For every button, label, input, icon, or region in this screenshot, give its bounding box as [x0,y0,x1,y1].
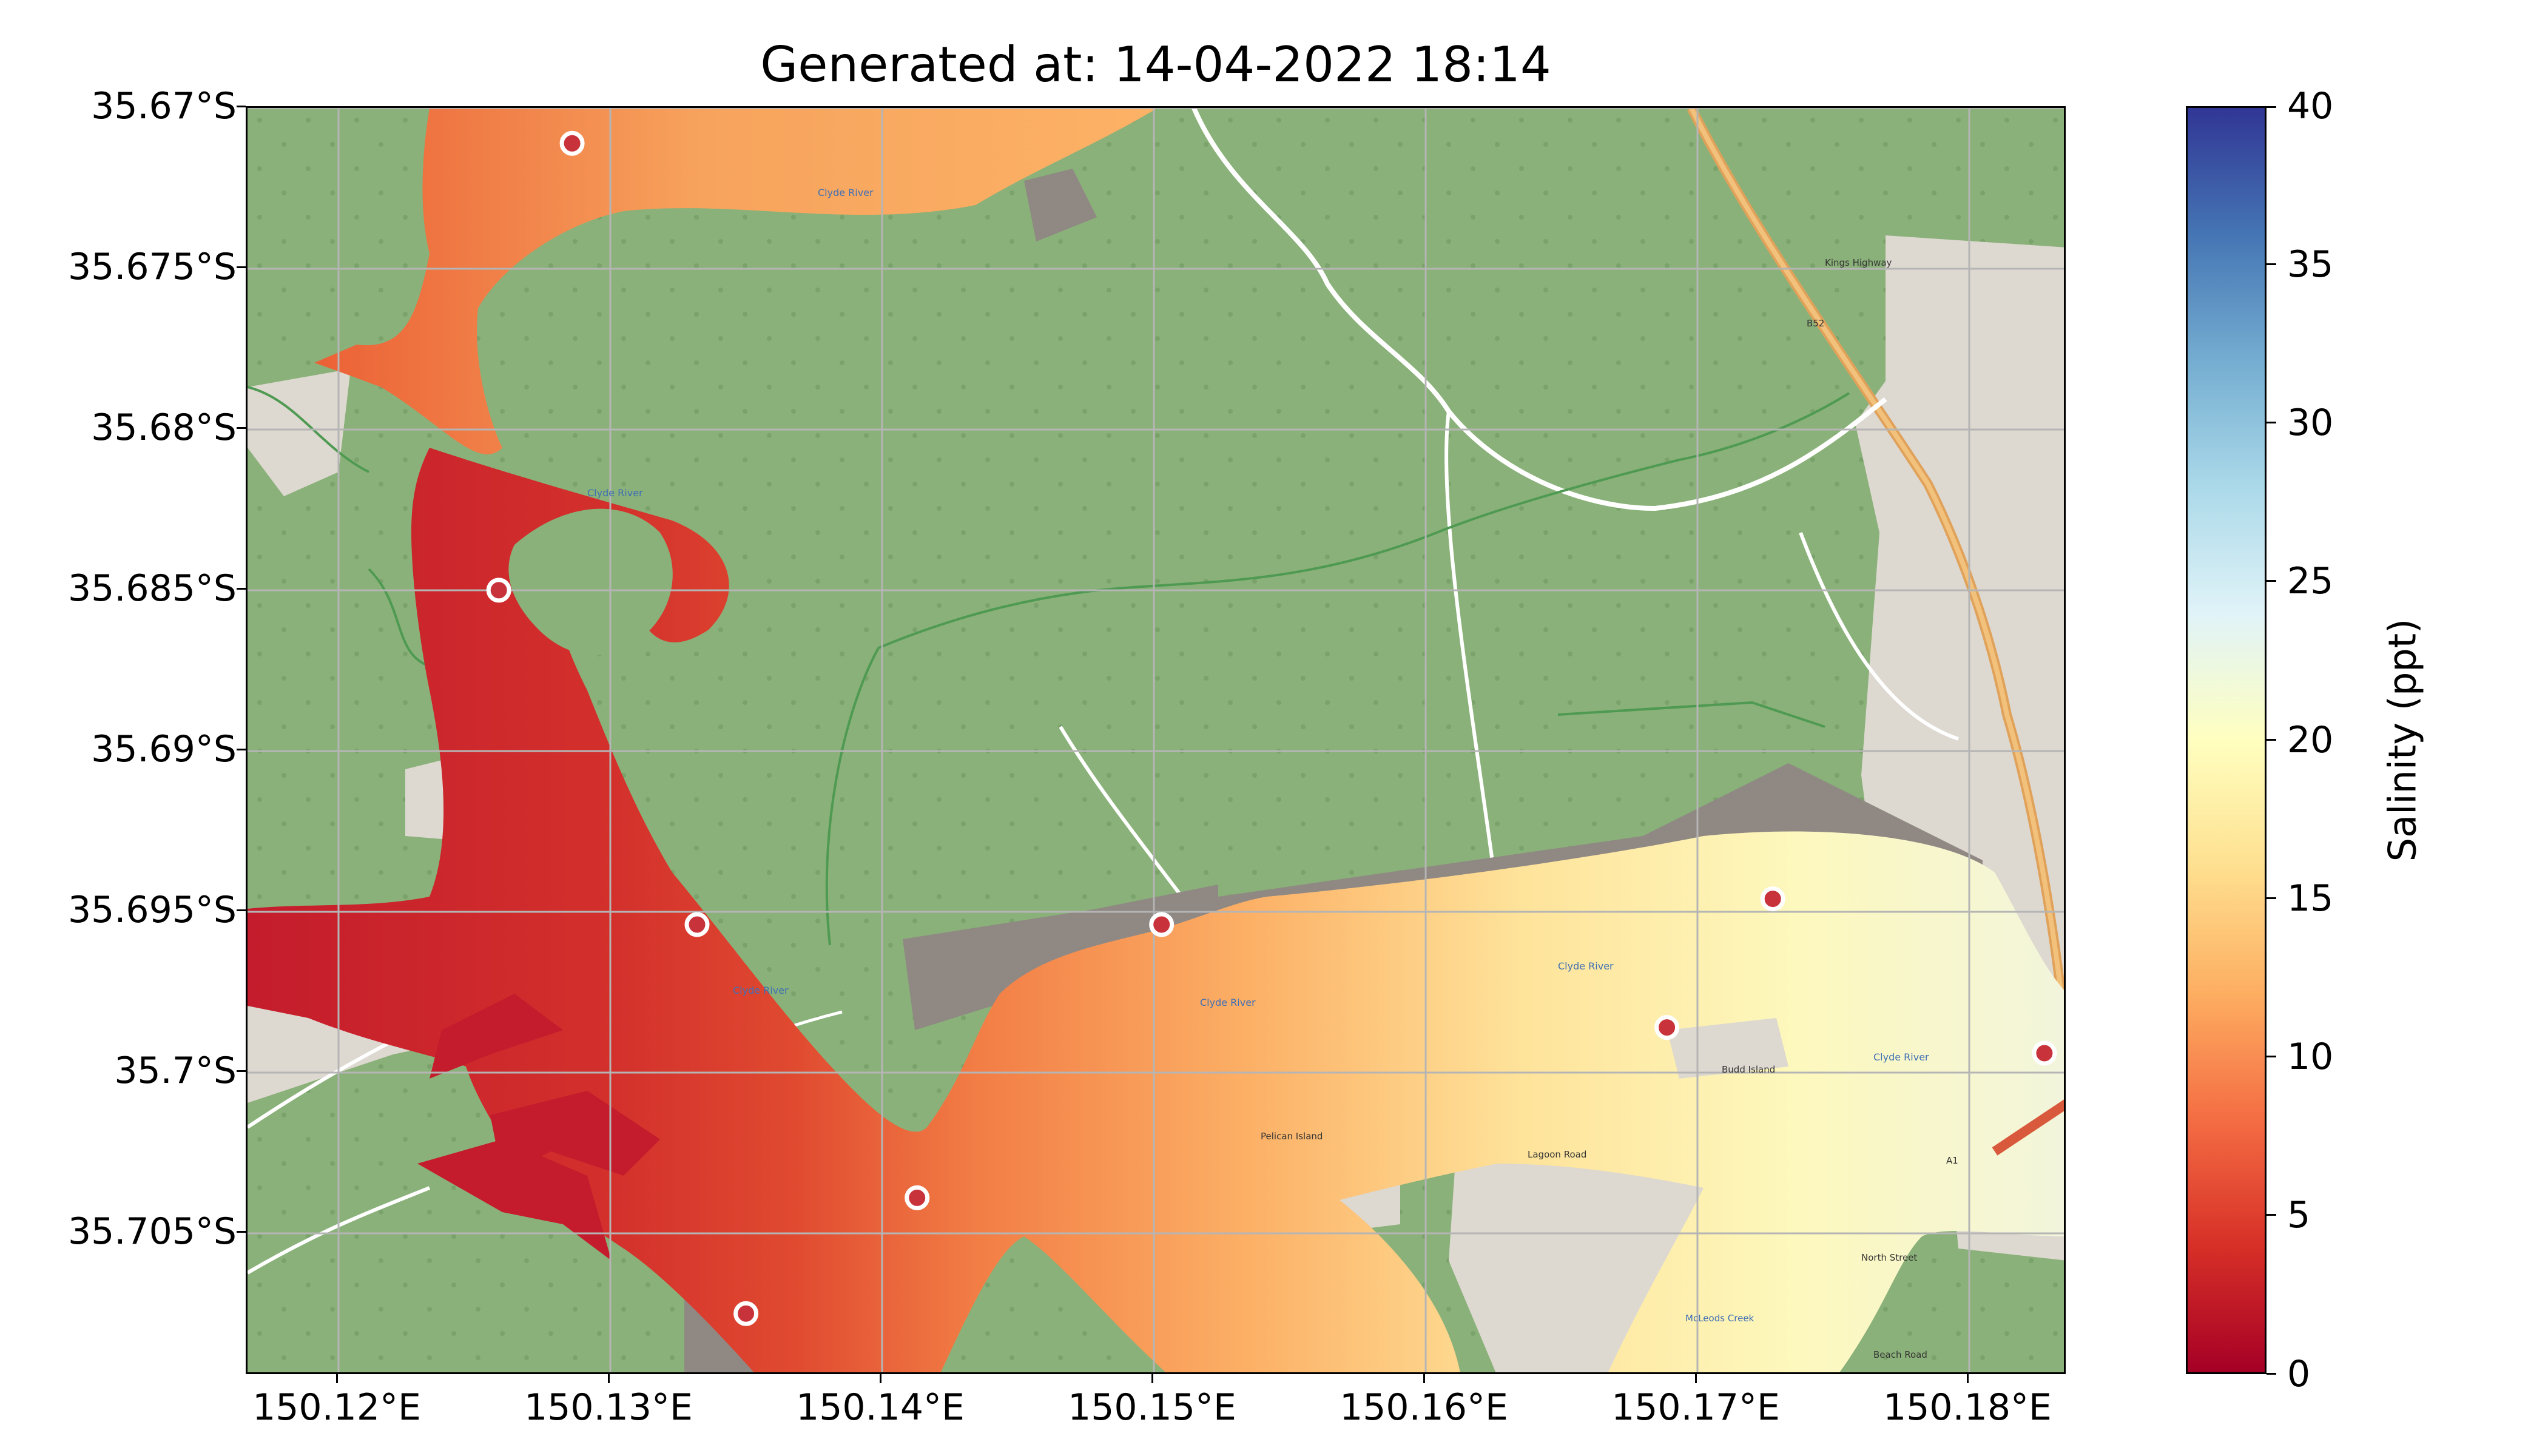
map-title: Generated at: 14-04-2022 18:14 [760,36,1551,93]
river-label-group: Clyde River Clyde River Clyde River Clyd… [587,187,1929,1063]
colorbar-tick-label: 25 [2287,560,2334,602]
map-plot-area[interactable]: Clyde River Clyde River Clyde River Clyd… [246,106,2066,1374]
colorbar-tick [2267,1373,2276,1375]
river-label: Clyde River [1558,960,1614,972]
y-tick [237,588,246,590]
y-tick [237,909,246,911]
x-tick [1967,1374,1969,1383]
river-upper [314,108,1158,454]
station-markers[interactable] [486,130,2057,1326]
colorbar-tick [2267,106,2276,108]
colorbar-tick [2267,897,2276,899]
station-marker[interactable] [2032,1040,2057,1066]
place-label: A1 [1946,1155,1958,1166]
colorbar-tick [2267,1056,2276,1057]
place-label: B52 [1807,318,1824,329]
x-tick [1151,1374,1153,1383]
station-marker[interactable] [684,912,710,937]
x-tick-label: 150.16°E [1340,1386,1508,1429]
y-tick [237,749,246,750]
colorbar-tick [2267,1214,2276,1216]
y-tick-label: 35.705°S [67,1210,237,1253]
river-label: Clyde River [818,187,874,198]
river-label: Clyde River [1873,1051,1929,1063]
x-tick [880,1374,881,1383]
y-tick-label: 35.695°S [67,889,237,931]
colorbar-tick-label: 30 [2287,402,2334,444]
colorbar-tick-label: 35 [2287,243,2334,286]
station-marker[interactable] [486,578,511,603]
y-tick-label: 35.685°S [67,567,237,610]
station-marker[interactable] [733,1301,759,1326]
station-marker[interactable] [1760,886,1785,912]
station-marker[interactable] [559,130,585,156]
colorbar-tick [2267,263,2276,265]
colorbar-tick-label: 10 [2287,1036,2334,1078]
river-label: Clyde River [733,985,789,996]
place-label: Budd Island [1722,1064,1775,1075]
y-tick [237,266,246,268]
river-main [248,448,2064,1372]
x-tick [608,1374,610,1383]
colorbar-tick [2267,739,2276,741]
place-label: Lagoon Road [1528,1149,1586,1160]
station-marker[interactable] [905,1185,930,1210]
colorbar-tick-label: 0 [2287,1353,2311,1395]
place-label: Beach Road [1873,1349,1927,1360]
y-tick [237,106,246,107]
place-label: Pelican Island [1261,1131,1323,1142]
place-label: Kings Highway [1825,257,1892,268]
y-tick [237,427,246,429]
station-marker[interactable] [1149,912,1175,937]
colorbar-title: Salinity (ppt) [2380,618,2425,862]
map-canvas[interactable]: Clyde River Clyde River Clyde River Clyd… [248,108,2066,1374]
x-tick-label: 150.18°E [1883,1386,2052,1429]
place-label: North Street [1861,1252,1917,1263]
y-tick-label: 35.69°S [91,728,237,770]
x-tick-label: 150.13°E [524,1386,693,1429]
place-label-group: Pelican Island Budd Island McLeods Creek… [1261,257,1958,1360]
colorbar-tick [2267,422,2276,423]
river-label: Clyde River [587,487,643,499]
colorbar-tick-label: 40 [2287,85,2334,127]
colorbar [2186,106,2267,1374]
highway-a1 [1992,1099,2064,1156]
colorbar-tick-label: 15 [2287,877,2334,920]
y-tick [237,1231,246,1233]
colorbar-tick [2267,580,2276,582]
y-tick-label: 35.68°S [91,406,237,449]
x-tick-label: 150.12°E [252,1386,421,1429]
y-tick-label: 35.67°S [91,85,237,127]
side-channels [417,994,660,1261]
place-label: McLeods Creek [1685,1313,1754,1324]
x-tick [1423,1374,1425,1383]
x-tick-label: 150.17°E [1611,1386,1780,1429]
graticule [248,108,2064,1372]
river-label: Clyde River [1200,997,1256,1008]
colorbar-tick-label: 20 [2287,719,2334,761]
x-tick-label: 150.15°E [1068,1386,1236,1429]
colorbar-tick-label: 5 [2287,1194,2311,1236]
station-marker[interactable] [1654,1015,1680,1040]
y-tick [237,1070,246,1072]
x-tick [1695,1374,1697,1383]
x-tick-label: 150.14°E [796,1386,965,1429]
x-tick [336,1374,338,1383]
y-tick-label: 35.675°S [67,246,237,288]
y-tick-label: 35.7°S [114,1050,237,1092]
park-boundaries [248,386,1850,946]
island-loop [508,508,673,655]
